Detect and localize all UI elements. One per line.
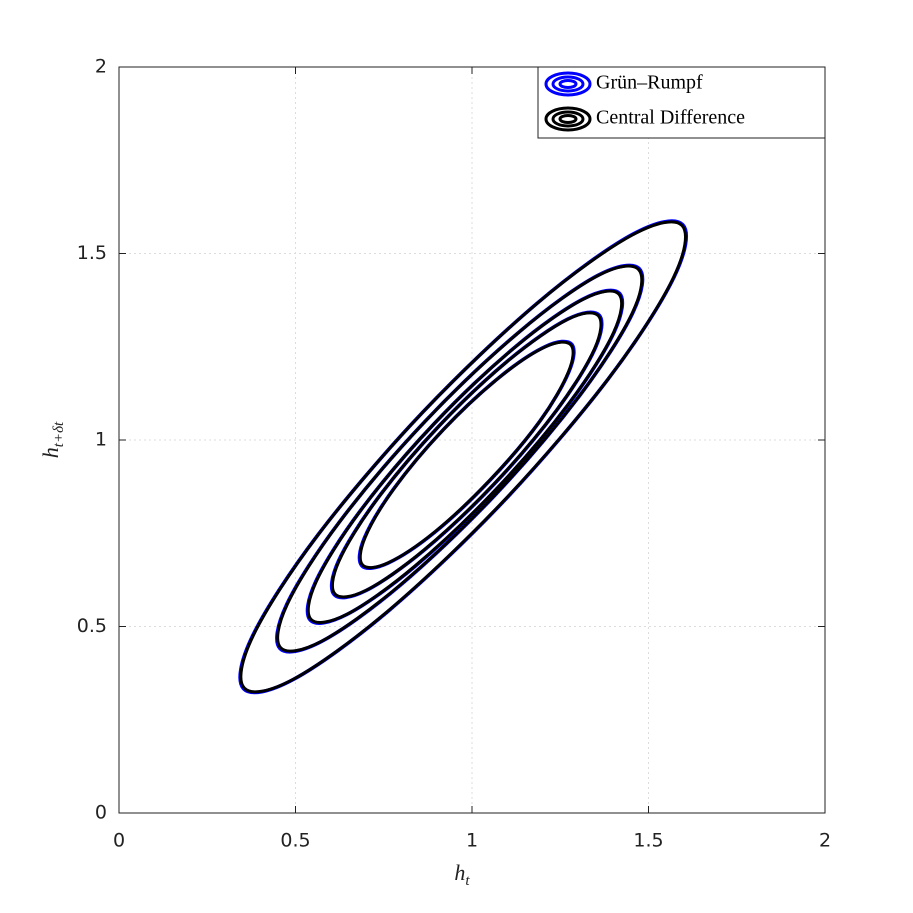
y-tick-label: 2: [95, 56, 107, 78]
contour-line: [239, 220, 687, 694]
contour-line: [276, 264, 644, 653]
x-label-sub: t: [465, 873, 470, 889]
x-tick-label: 0: [113, 830, 125, 852]
legend-icon: [558, 79, 578, 89]
x-tick-label: 1.5: [633, 830, 663, 852]
legend-label: Grün–Rumpf: [596, 72, 703, 94]
contour-line: [330, 311, 603, 599]
plot-area: [238, 219, 689, 695]
ticks: 0 0.5 1 1.5 2 0 0.5 1 1.5 2: [77, 56, 831, 852]
legend-icon: [544, 106, 592, 132]
x-axis-label: ht: [454, 860, 470, 889]
legend-icon: [558, 114, 578, 124]
y-axis-label: ht+δt: [38, 421, 67, 458]
contour-line: [306, 289, 624, 624]
x-tick-label: 1: [466, 830, 478, 852]
y-tick-label: 0.5: [77, 615, 107, 637]
y-label-sub: t+δt: [51, 421, 67, 447]
legend-icon: [551, 75, 585, 93]
y-tick-label: 0: [95, 802, 107, 824]
contour-line: [358, 340, 575, 570]
legend-icon: [551, 110, 585, 128]
legend-label: Central Difference: [596, 107, 745, 129]
x-label-base: h: [454, 860, 465, 885]
x-tick-label: 2: [819, 830, 831, 852]
y-tick-label: 1.5: [77, 242, 107, 264]
legend-icon: [544, 71, 592, 97]
y-tick-label: 1: [95, 429, 107, 451]
y-label-base: h: [38, 447, 63, 458]
legend: Grün–Rumpf Central Difference: [537, 66, 826, 139]
x-tick-label: 0.5: [280, 830, 310, 852]
